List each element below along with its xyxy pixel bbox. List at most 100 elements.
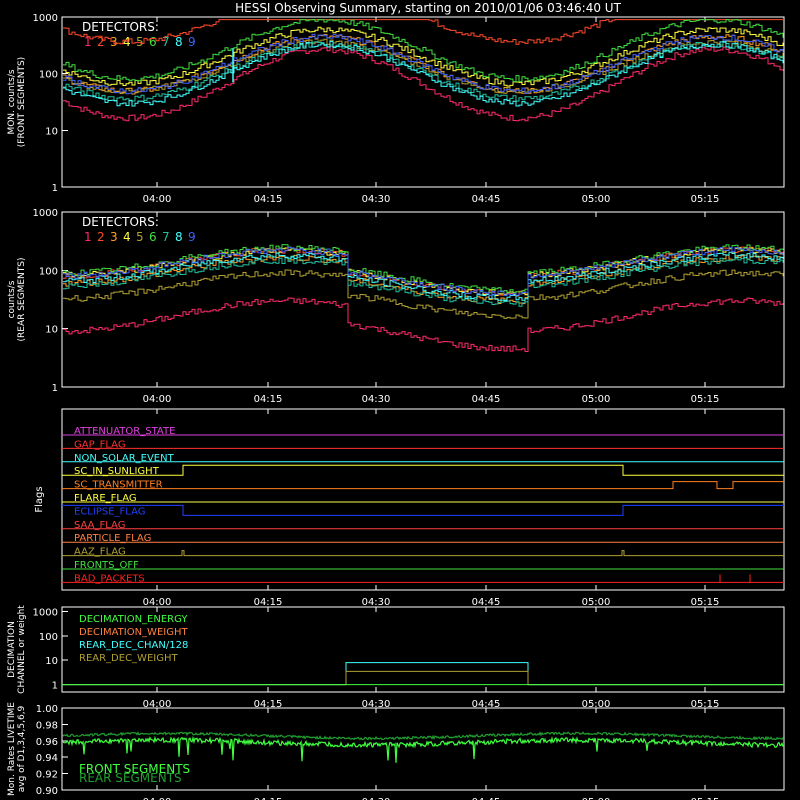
x-tick-label: 05:15	[691, 699, 720, 710]
x-tick-label: 04:45	[472, 597, 501, 608]
flag-line-eclipse_flag	[62, 504, 784, 516]
x-tick-label: 04:45	[472, 699, 501, 710]
x-tick-label: 04:30	[362, 194, 391, 205]
rear-series-7	[63, 256, 784, 307]
decimation-legend-3: REAR_DEC_WEIGHT	[79, 653, 178, 664]
y-tick-label: 1	[52, 183, 58, 194]
y-tick-label: 10	[45, 325, 58, 336]
front-frame	[61, 16, 785, 188]
livetime-y-label-2: avg of D1,3,4,5,6,9	[17, 705, 27, 792]
x-tick-label: 04:45	[472, 797, 501, 800]
rear-dec-weight-line	[62, 670, 784, 686]
y-tick-label: 0.94	[36, 753, 58, 764]
front-series-2	[63, 19, 783, 45]
rear-series-5	[63, 269, 784, 319]
flag-label-gap_flag: GAP_FLAG	[74, 439, 126, 450]
detector-legend-7: 7	[162, 35, 170, 49]
y-tick-label: 0.92	[36, 770, 58, 781]
flag-label-fronts_off: FRONTS_OFF	[74, 560, 139, 571]
x-tick-label: 04:00	[143, 699, 172, 710]
livetime-y-label: Mon. Rates LIVETIME	[7, 702, 17, 796]
y-tick-label: 0.98	[36, 720, 58, 731]
y-tick-label: 1000	[33, 208, 58, 219]
x-tick-label: 04:15	[254, 194, 283, 205]
detector-legend-7: 7	[162, 230, 170, 244]
y-tick-label: 1	[52, 383, 58, 394]
flag-label-eclipse_flag: ECLIPSE_FLAG	[74, 506, 145, 517]
flag-label-saa_flag: SAA_FLAG	[74, 520, 125, 531]
x-tick-label: 05:00	[582, 699, 611, 710]
detector-legend-2: 2	[97, 35, 105, 49]
flag-label-particle_flag: PARTICLE_FLAG	[74, 533, 151, 544]
chart-title: HESSI Observing Summary, starting on 201…	[235, 1, 621, 15]
detector-legend-1: 1	[84, 230, 92, 244]
detector-legend-1: 1	[84, 35, 92, 49]
decimation-y-label: DECIMATION	[7, 621, 17, 678]
y-tick-label: 100	[39, 70, 58, 81]
detector-legend-6: 6	[149, 230, 157, 244]
livetime-series-0	[62, 731, 784, 741]
detector-legend-5: 5	[136, 230, 144, 244]
flag-label-non_solar_event: NON_SOLAR_EVENT	[74, 453, 175, 464]
livetime-legend-0: FRONT SEGMENTS	[79, 762, 190, 776]
x-tick-label: 05:00	[582, 597, 611, 608]
detectors-legend-label: DETECTORS:	[82, 215, 159, 229]
y-tick-label: 10	[45, 126, 58, 137]
x-tick-label: 04:00	[143, 797, 172, 800]
y-tick-label: 0.96	[36, 737, 58, 748]
front-series-4	[63, 26, 784, 87]
detector-legend-8: 8	[175, 35, 183, 49]
rear-series-6	[63, 244, 784, 294]
x-tick-label: 04:15	[254, 597, 283, 608]
detector-legend-3: 3	[110, 230, 118, 244]
flag-label-sc_transmitter: SC_TRANSMITTER	[74, 480, 163, 491]
rear-dec-chan-line	[62, 662, 784, 686]
x-tick-label: 04:00	[143, 194, 172, 205]
y-tick-label: 10	[45, 656, 58, 667]
detector-legend-9: 9	[188, 35, 196, 49]
flag-label-bad_packets: BAD_PACKETS	[74, 573, 145, 584]
rear-series-8	[63, 251, 784, 301]
rear-series-9	[63, 246, 784, 296]
detectors-legend-label: DETECTORS:	[82, 20, 159, 34]
flag-label-aaz_flag: AAZ_FLAG	[74, 547, 126, 558]
livetime-legend-1: REAR SEGMENTS	[79, 771, 182, 785]
y-tick-label: 1000	[33, 13, 58, 24]
panels: 04:00 04:15 04:30 04:45 05:00 05:151101001000…	[7, 13, 785, 800]
front-series-9	[63, 33, 784, 95]
x-tick-label: 04:00	[143, 597, 172, 608]
decimation-legend-1: DECIMATION_WEIGHT	[79, 627, 188, 638]
y-tick-label: 1	[52, 681, 58, 692]
x-tick-label: 05:15	[691, 597, 720, 608]
decimation-y-label-2: CHANNEL or weight	[17, 605, 27, 694]
front-series-6	[63, 19, 784, 83]
x-tick-label: 05:15	[691, 194, 720, 205]
decimation-legend-2: REAR_DEC_CHAN/128	[79, 640, 188, 651]
flag-label-attenuator_state: ATTENUATOR_STATE	[74, 426, 175, 437]
x-tick-label: 04:30	[362, 597, 391, 608]
x-tick-label: 04:30	[362, 699, 391, 710]
detector-legend-4: 4	[123, 230, 131, 244]
flag-label-flare_flag: FLARE_FLAG	[74, 493, 137, 504]
flags-y-label: Flags	[34, 486, 45, 512]
x-tick-label: 04:15	[254, 797, 283, 800]
rear-frame	[61, 211, 785, 388]
rear-series-1	[63, 297, 784, 352]
x-tick-label: 05:15	[691, 394, 720, 405]
front-series-1	[63, 46, 784, 122]
y-axis-label: MON. counts/s	[7, 69, 17, 134]
livetime-frame	[61, 707, 785, 791]
x-tick-label: 04:15	[254, 699, 283, 710]
livetime-series-1	[62, 735, 784, 763]
flag-line-aaz_flag	[62, 550, 784, 557]
detector-legend-6: 6	[149, 35, 157, 49]
front-series-8	[63, 40, 784, 107]
x-tick-label: 04:15	[254, 394, 283, 405]
y-tick-label: 1.00	[36, 704, 58, 715]
y-tick-label: 0.90	[36, 786, 58, 797]
y-tick-label: 100	[39, 632, 58, 643]
decimation-legend-0: DECIMATION_ENERGY	[79, 614, 188, 625]
y-tick-label: 1000	[33, 607, 58, 618]
flags-frame	[61, 408, 785, 591]
